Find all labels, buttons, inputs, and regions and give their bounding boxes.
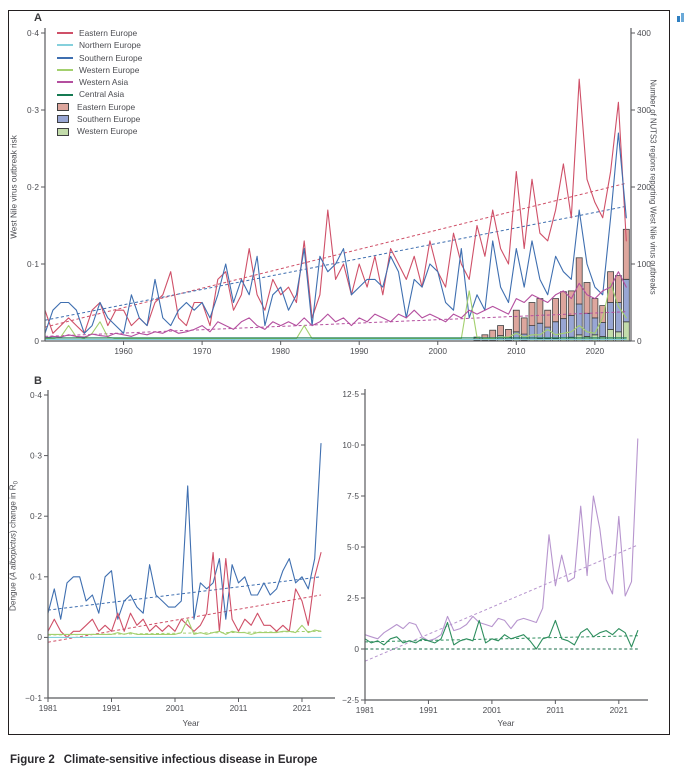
svg-text:0·3: 0·3 bbox=[27, 105, 39, 115]
svg-text:2021: 2021 bbox=[610, 705, 629, 715]
line-swatch-western-europe bbox=[57, 69, 73, 72]
ylabel-part: ) change in R bbox=[8, 484, 18, 534]
svg-text:2010: 2010 bbox=[507, 346, 526, 356]
panel-b-label: B bbox=[34, 375, 42, 387]
svg-text:0·1: 0·1 bbox=[27, 259, 39, 269]
legend-item: Western Asia bbox=[57, 76, 142, 88]
svg-text:200: 200 bbox=[637, 182, 651, 192]
svg-text:2000: 2000 bbox=[429, 346, 448, 356]
panel-b-y-axis-label: Dengue (A albopictus) change in R0 bbox=[9, 481, 20, 611]
panel-a-y-axis-label: West Nile virus outbreak risk bbox=[9, 135, 19, 239]
legend-item: Northern Europe bbox=[57, 39, 142, 51]
svg-text:2021: 2021 bbox=[293, 703, 312, 713]
legend-label: Eastern Europe bbox=[79, 27, 138, 38]
svg-text:7·5: 7·5 bbox=[347, 491, 359, 501]
svg-text:0·1: 0·1 bbox=[30, 572, 42, 582]
svg-text:400: 400 bbox=[637, 28, 651, 38]
legend-item: Western Europe bbox=[57, 125, 142, 137]
ylabel-species-italic: A albopictus bbox=[8, 533, 18, 578]
svg-text:1981: 1981 bbox=[356, 705, 375, 715]
svg-text:5·0: 5·0 bbox=[347, 542, 359, 552]
line-swatch-central-asia bbox=[57, 93, 73, 96]
svg-text:0: 0 bbox=[637, 336, 642, 346]
line-swatch-eastern-europe bbox=[57, 32, 73, 35]
legend-item: Eastern Europe bbox=[57, 101, 142, 113]
svg-text:2001: 2001 bbox=[483, 705, 502, 715]
bar-swatch-eastern-europe bbox=[57, 102, 69, 111]
caption-title: Climate-sensitive infectious disease in … bbox=[63, 754, 318, 766]
svg-text:12·5: 12·5 bbox=[342, 389, 359, 399]
ylabel-subscript: 0 bbox=[13, 480, 20, 485]
panel-a-right-axis-label: Number of NUTS3 regions reporting West N… bbox=[648, 79, 658, 295]
legend-item: Southern Europe bbox=[57, 52, 142, 64]
legend-label: Western Europe bbox=[79, 64, 140, 75]
bar-swatch-southern-europe bbox=[57, 115, 69, 124]
svg-text:2001: 2001 bbox=[166, 703, 185, 713]
icon-bar bbox=[681, 13, 684, 22]
legend-item: Central Asia bbox=[57, 88, 142, 100]
figure-caption: Figure 2 Climate-sensitive infectious dis… bbox=[10, 754, 317, 766]
svg-text:2020: 2020 bbox=[586, 346, 605, 356]
legend-label: Southern Europe bbox=[77, 114, 141, 125]
svg-text:−2·5: −2·5 bbox=[342, 695, 359, 705]
svg-text:0: 0 bbox=[34, 336, 39, 346]
panel-b-left-x-axis-label: Year bbox=[182, 718, 200, 728]
svg-text:0·2: 0·2 bbox=[27, 182, 39, 192]
legend-item: Eastern Europe bbox=[57, 27, 142, 39]
svg-text:0·4: 0·4 bbox=[30, 390, 42, 400]
svg-text:100: 100 bbox=[637, 259, 651, 269]
caption-number: Figure 2 bbox=[10, 754, 55, 766]
line-swatch-western-asia bbox=[57, 81, 73, 84]
legend: Eastern Europe Northern Europe Southern … bbox=[57, 27, 142, 138]
legend-label: Southern Europe bbox=[79, 52, 143, 63]
svg-text:1960: 1960 bbox=[114, 346, 133, 356]
svg-text:2011: 2011 bbox=[230, 703, 248, 713]
svg-text:1990: 1990 bbox=[350, 346, 369, 356]
svg-text:1991: 1991 bbox=[419, 705, 438, 715]
legend-label: Eastern Europe bbox=[77, 101, 136, 112]
svg-text:10·0: 10·0 bbox=[342, 440, 359, 450]
svg-text:2011: 2011 bbox=[546, 705, 564, 715]
svg-text:2·5: 2·5 bbox=[347, 593, 359, 603]
panel-b-right-x-axis-label: Year bbox=[497, 718, 515, 728]
svg-text:1991: 1991 bbox=[102, 703, 121, 713]
svg-text:0·4: 0·4 bbox=[27, 28, 39, 38]
svg-text:0: 0 bbox=[37, 632, 42, 642]
line-swatch-southern-europe bbox=[57, 56, 73, 59]
svg-text:1980: 1980 bbox=[271, 346, 290, 356]
legend-label: Western Europe bbox=[77, 126, 138, 137]
legend-label: Western Asia bbox=[79, 77, 129, 88]
svg-text:0: 0 bbox=[354, 644, 359, 654]
svg-text:0·3: 0·3 bbox=[30, 450, 42, 460]
icon-bar bbox=[677, 16, 680, 22]
ylabel-part: Dengue ( bbox=[8, 577, 18, 612]
line-swatch-northern-europe bbox=[57, 44, 73, 47]
svg-text:−0·1: −0·1 bbox=[25, 693, 42, 703]
figure-link-icon[interactable] bbox=[677, 13, 685, 22]
panel-a-label: A bbox=[34, 12, 42, 24]
svg-text:300: 300 bbox=[637, 105, 651, 115]
svg-text:0·2: 0·2 bbox=[30, 511, 42, 521]
svg-text:1981: 1981 bbox=[39, 703, 58, 713]
bar-swatch-western-europe bbox=[57, 127, 69, 136]
legend-label: Northern Europe bbox=[79, 40, 141, 51]
legend-item: Southern Europe bbox=[57, 113, 142, 125]
legend-label: Central Asia bbox=[79, 89, 125, 100]
svg-text:1970: 1970 bbox=[193, 346, 212, 356]
legend-item: Western Europe bbox=[57, 64, 142, 76]
